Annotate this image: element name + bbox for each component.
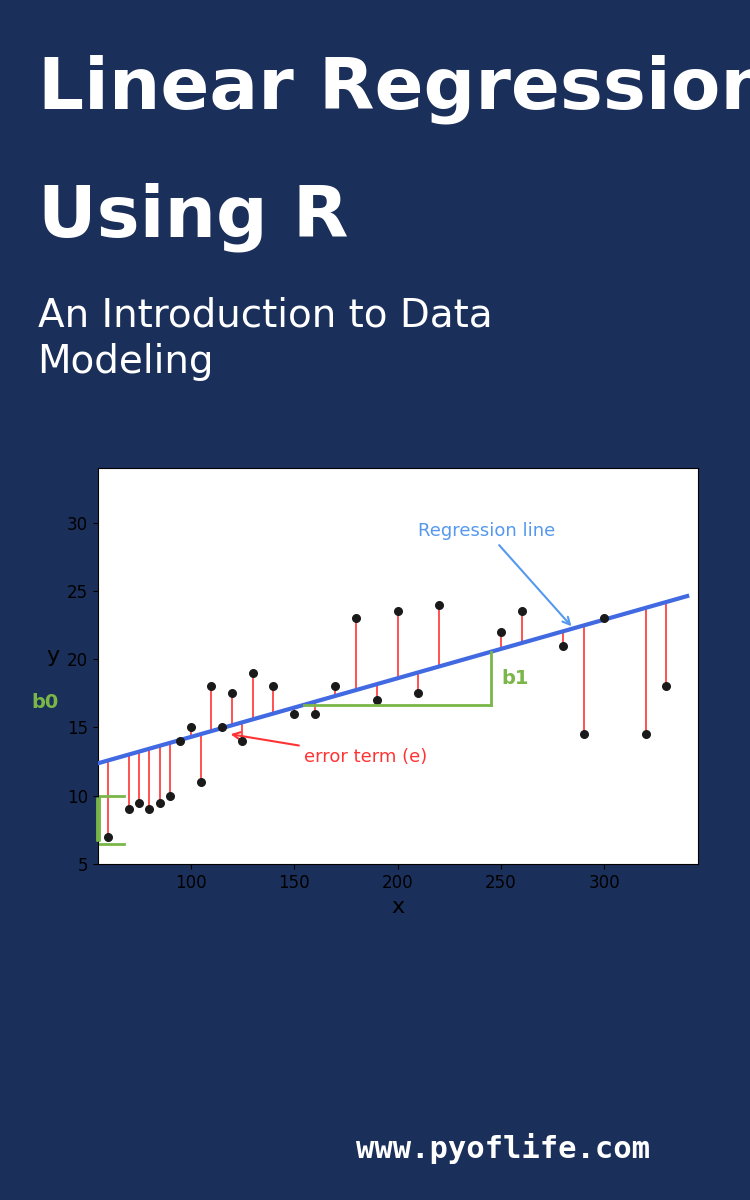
Point	[184, 718, 196, 737]
Point	[133, 793, 145, 812]
Point	[495, 623, 507, 642]
Point	[247, 664, 259, 683]
Point	[578, 725, 590, 744]
X-axis label: x: x	[391, 898, 404, 917]
Point	[370, 690, 382, 709]
Point	[236, 732, 248, 751]
Point	[206, 677, 218, 696]
Point	[154, 793, 166, 812]
Text: www.pyoflife.com: www.pyoflife.com	[356, 1134, 650, 1164]
Text: b0: b0	[32, 692, 58, 712]
Point	[350, 608, 362, 628]
Point	[516, 601, 528, 620]
Y-axis label: y: y	[46, 646, 59, 666]
Point	[195, 773, 207, 792]
Point	[143, 799, 155, 818]
Point	[267, 677, 279, 696]
Point	[216, 718, 228, 737]
Point	[288, 704, 300, 724]
Text: Linear Regression: Linear Regression	[38, 55, 750, 125]
Point	[122, 799, 134, 818]
Point	[557, 636, 569, 655]
Point	[329, 677, 341, 696]
Text: Using R: Using R	[38, 182, 348, 252]
Point	[164, 786, 176, 805]
Point	[226, 684, 238, 703]
Text: error term (e): error term (e)	[233, 732, 428, 766]
Point	[413, 684, 424, 703]
Text: b1: b1	[501, 668, 529, 688]
Point	[598, 608, 610, 628]
Point	[392, 601, 404, 620]
Point	[102, 827, 114, 846]
Point	[661, 677, 673, 696]
Point	[309, 704, 321, 724]
Point	[174, 732, 186, 751]
Text: Regression line: Regression line	[419, 522, 570, 624]
Point	[433, 595, 445, 614]
Text: An Introduction to Data
Modeling: An Introduction to Data Modeling	[38, 296, 492, 382]
Point	[640, 725, 652, 744]
